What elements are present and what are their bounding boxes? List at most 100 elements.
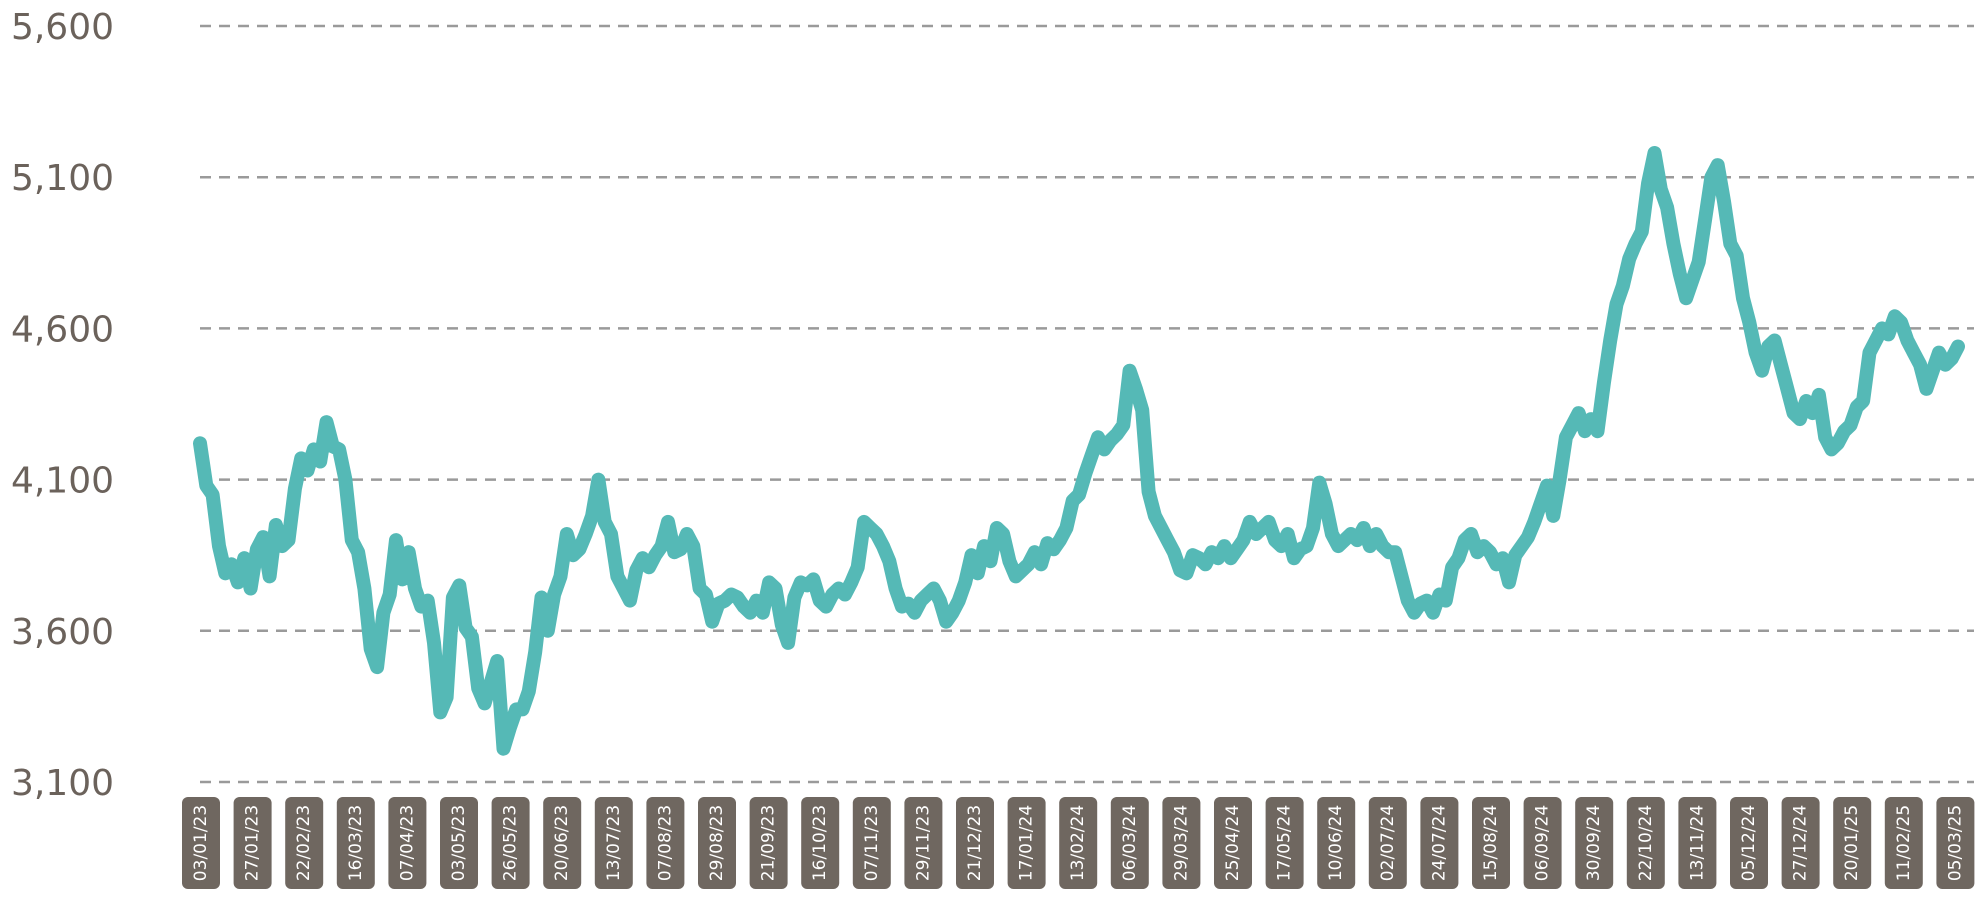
x-tick-label: 02/07/24 — [1378, 805, 1398, 881]
x-tick-pill — [233, 797, 272, 889]
x-tick-label: 03/05/23 — [449, 805, 469, 881]
x-tick-pill — [543, 797, 582, 889]
x-tick-label: 22/02/23 — [294, 805, 314, 881]
x-tick: 13/02/24 — [1059, 797, 1098, 889]
x-tick: 29/08/23 — [698, 797, 736, 889]
x-tick-pill — [698, 797, 736, 889]
x-tick: 29/03/24 — [1162, 797, 1201, 889]
x-tick-pill — [1317, 797, 1356, 889]
x-tick-label: 06/09/24 — [1533, 805, 1553, 881]
x-tick-pill — [956, 797, 994, 889]
x-tick-label: 21/09/23 — [759, 805, 779, 881]
x-tick: 29/11/23 — [904, 797, 943, 889]
x-tick: 16/03/23 — [336, 797, 375, 889]
x-tick-pill — [285, 797, 324, 889]
x-axis-ticks: 03/01/23 27/01/23 22/02/23 16/03/23 07/04/23… — [182, 797, 1975, 889]
x-tick-pill — [1472, 797, 1510, 889]
x-tick-pill — [646, 797, 685, 889]
x-tick-pill — [1626, 797, 1665, 889]
x-tick-pill — [1730, 797, 1768, 889]
x-tick-label: 20/01/25 — [1842, 805, 1862, 881]
x-tick: 17/01/24 — [1007, 797, 1046, 889]
x-tick-label: 21/12/23 — [965, 805, 985, 881]
x-tick: 26/05/23 — [491, 797, 530, 889]
x-tick-label: 05/12/24 — [1739, 805, 1759, 881]
x-tick-pill — [904, 797, 943, 889]
x-tick-pill — [1265, 797, 1304, 889]
x-tick-label: 07/08/23 — [655, 805, 675, 881]
x-tick: 27/12/24 — [1781, 797, 1820, 889]
y-tick-label: 5,100 — [11, 158, 114, 199]
x-tick-label: 17/01/24 — [1017, 805, 1037, 881]
x-tick-label: 29/08/23 — [707, 805, 727, 881]
x-tick: 03/05/23 — [440, 797, 478, 889]
x-tick: 30/09/24 — [1575, 797, 1614, 889]
x-tick: 22/02/23 — [285, 797, 324, 889]
x-tick-label: 15/08/24 — [1481, 805, 1501, 881]
x-tick: 25/04/24 — [1214, 797, 1252, 889]
x-tick-label: 25/04/24 — [1223, 805, 1243, 881]
x-tick: 07/08/23 — [646, 797, 685, 889]
y-tick-label: 3,600 — [11, 612, 114, 653]
x-tick-pill — [801, 797, 840, 889]
y-axis-ticks: 5,600 5,100 4,600 4,100 3,600 3,100 — [11, 7, 114, 804]
x-tick-pill — [182, 797, 220, 889]
x-tick-label: 07/11/23 — [862, 805, 882, 881]
x-tick-label: 27/12/24 — [1791, 805, 1811, 881]
x-tick-pill — [1833, 797, 1872, 889]
x-tick: 07/04/23 — [388, 797, 427, 889]
x-tick: 21/12/23 — [956, 797, 994, 889]
series-line-0 — [193, 146, 1965, 756]
x-tick-pill — [491, 797, 530, 889]
x-tick-label: 26/05/23 — [501, 805, 521, 881]
x-tick: 21/09/23 — [749, 797, 788, 889]
x-tick: 13/11/24 — [1678, 797, 1717, 889]
x-tick: 05/03/25 — [1936, 797, 1975, 889]
x-tick-pill — [1110, 797, 1149, 889]
x-tick-pill — [1059, 797, 1098, 889]
x-tick: 07/11/23 — [852, 797, 891, 889]
x-tick: 22/10/24 — [1626, 797, 1665, 889]
x-tick: 16/10/23 — [801, 797, 840, 889]
x-tick-label: 27/01/23 — [243, 805, 263, 881]
x-tick-pill — [1214, 797, 1252, 889]
x-tick-label: 06/03/24 — [1120, 805, 1140, 881]
gridlines — [200, 24, 1974, 784]
x-tick: 17/05/24 — [1265, 797, 1304, 889]
x-tick-pill — [1781, 797, 1820, 889]
x-tick: 10/06/24 — [1317, 797, 1356, 889]
x-tick: 03/01/23 — [182, 797, 220, 889]
x-tick-label: 13/02/24 — [1068, 805, 1088, 881]
x-tick-label: 16/03/23 — [346, 805, 366, 881]
x-tick-label: 30/09/24 — [1584, 805, 1604, 881]
y-tick-label: 3,100 — [11, 763, 114, 804]
x-tick-pill — [1678, 797, 1717, 889]
y-tick-label: 4,600 — [11, 309, 114, 350]
x-tick-pill — [336, 797, 375, 889]
x-tick: 15/08/24 — [1472, 797, 1510, 889]
x-tick-label: 22/10/24 — [1636, 805, 1656, 881]
x-tick-pill — [1420, 797, 1459, 889]
x-tick-pill — [1575, 797, 1614, 889]
x-tick: 13/07/23 — [594, 797, 633, 889]
x-tick: 20/06/23 — [543, 797, 582, 889]
x-tick-label: 10/06/24 — [1326, 805, 1346, 881]
x-tick-pill — [1007, 797, 1046, 889]
x-tick-pill — [1936, 797, 1975, 889]
x-tick-label: 17/05/24 — [1275, 805, 1295, 881]
x-tick: 02/07/24 — [1368, 797, 1407, 889]
x-tick-label: 11/02/25 — [1894, 805, 1914, 881]
x-tick-pill — [1162, 797, 1201, 889]
x-tick-label: 29/11/23 — [913, 805, 933, 881]
x-tick-label: 16/10/23 — [810, 805, 830, 881]
y-tick-label: 5,600 — [11, 7, 114, 48]
x-tick-pill — [594, 797, 633, 889]
x-tick-label: 29/03/24 — [1171, 805, 1191, 881]
x-tick: 11/02/25 — [1884, 797, 1923, 889]
x-tick-label: 07/04/23 — [397, 805, 417, 881]
x-tick: 05/12/24 — [1730, 797, 1768, 889]
x-tick-pill — [388, 797, 427, 889]
x-tick-label: 05/03/25 — [1945, 805, 1965, 881]
x-tick-pill — [1884, 797, 1923, 889]
